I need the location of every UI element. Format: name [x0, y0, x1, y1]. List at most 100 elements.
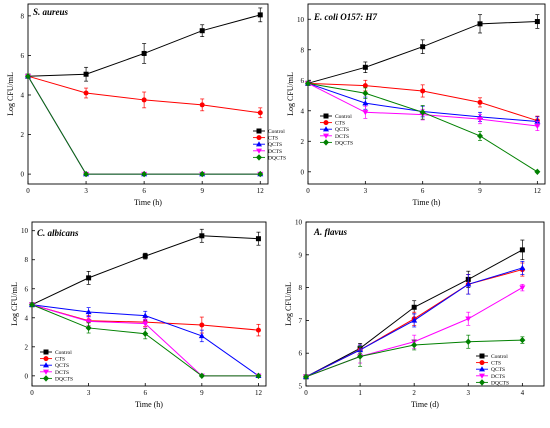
data-point — [362, 83, 368, 89]
y-tick-label: 10 — [295, 219, 303, 227]
legend-swatch-marker — [323, 113, 329, 119]
legend-swatch-marker — [479, 360, 485, 366]
data-point — [411, 317, 418, 323]
y-tick-label: 7 — [299, 317, 303, 325]
legend-label: Control — [335, 114, 352, 120]
x-tick-label: 6 — [143, 389, 147, 397]
legend-swatch-marker — [479, 353, 485, 359]
data-point — [199, 233, 205, 239]
y-tick-label: 0 — [25, 372, 29, 380]
data-point — [362, 64, 368, 70]
series-cts — [25, 73, 263, 119]
data-point — [25, 72, 31, 80]
data-point — [141, 97, 147, 103]
legend-label: CTS — [491, 361, 501, 367]
y-tick-label: 9 — [299, 251, 303, 259]
data-point — [534, 118, 541, 124]
data-point — [86, 275, 92, 281]
data-point — [83, 90, 89, 96]
data-point — [411, 341, 418, 349]
legend-label: Control — [491, 354, 508, 360]
y-tick-label: 8 — [21, 12, 25, 20]
legend-swatch-marker — [323, 120, 329, 126]
data-point — [362, 110, 369, 116]
legend-label: CTS — [268, 136, 278, 142]
legend-swatch-marker — [479, 379, 485, 386]
plot-frame — [27, 3, 269, 185]
legend-swatch-marker — [323, 133, 329, 139]
data-point — [477, 132, 484, 140]
data-point — [465, 316, 472, 322]
data-point — [257, 110, 263, 116]
legend-swatch-marker — [256, 135, 262, 141]
legend-label: QCTS — [491, 367, 505, 373]
series-dcts — [25, 73, 264, 178]
legend-label: Control — [268, 129, 285, 135]
x-tick-label: 1 — [358, 389, 362, 397]
plot-frame — [31, 221, 267, 387]
y-axis-title: Log CFU/mL — [286, 72, 295, 116]
data-point — [199, 102, 205, 108]
data-point — [303, 373, 309, 381]
x-tick-label: 2 — [412, 389, 416, 397]
legend-swatch-marker — [43, 362, 49, 368]
series-line — [27, 75, 261, 175]
data-point — [199, 170, 206, 178]
data-point — [141, 170, 148, 178]
panel-c_albicans: 0 3 6 9 12 0 2 4 6 8 10 Time (h) Log CFU/mL C. albica… — [10, 221, 267, 409]
y-tick-label: 8 — [301, 46, 305, 54]
data-point — [199, 322, 205, 328]
data-point — [142, 330, 149, 337]
data-point — [257, 170, 264, 178]
data-point — [519, 247, 525, 253]
plot-frame — [305, 221, 545, 387]
x-axis-title: Time (h) — [134, 198, 162, 207]
series-dqcts — [305, 80, 541, 175]
data-point — [83, 170, 90, 178]
panel-s_aureus: 0 3 6 9 12 0 2 4 6 8 Time (h) Log CFU/mL S. aureus Co… — [6, 3, 286, 207]
data-point — [534, 19, 540, 25]
data-point — [141, 50, 147, 56]
legend-swatch-marker — [43, 369, 49, 375]
series-line — [31, 235, 259, 306]
legend-label: DCTS — [491, 374, 505, 380]
y-axis-title: Log CFU/mL — [284, 282, 293, 326]
series-line — [27, 75, 261, 175]
legend-label: QCTS — [55, 363, 69, 369]
x-tick-label: 12 — [257, 187, 265, 195]
y-tick-label: 2 — [25, 343, 29, 351]
legend-label: DQCTS — [55, 376, 73, 382]
y-tick-label: 0 — [301, 168, 305, 176]
series-qcts — [25, 73, 264, 177]
data-point — [362, 90, 369, 97]
x-tick-label: 3 — [87, 389, 91, 397]
y-tick-label: 4 — [301, 107, 305, 115]
data-point — [465, 338, 472, 345]
data-point — [477, 99, 483, 105]
x-tick-label: 3 — [467, 389, 471, 397]
legend-label: DQCTS — [268, 155, 286, 161]
data-point — [420, 44, 426, 50]
legend-label: DQCTS — [491, 380, 509, 386]
legend-swatch-marker — [256, 141, 262, 147]
legend-swatch-marker — [43, 349, 49, 355]
panel-title: S. aureus — [33, 7, 69, 17]
data-point — [83, 71, 89, 77]
data-point — [85, 319, 92, 325]
data-point — [257, 12, 263, 18]
x-tick-label: 12 — [534, 187, 542, 195]
y-tick-label: 4 — [21, 91, 25, 99]
y-tick-label: 6 — [299, 350, 303, 358]
data-point — [85, 308, 92, 315]
legend-swatch-marker — [323, 139, 329, 146]
y-tick-label: 8 — [299, 284, 303, 292]
legend-swatch-marker — [323, 126, 329, 132]
legend-label: DCTS — [55, 370, 69, 376]
series-control — [29, 228, 261, 308]
legend-swatch-marker — [43, 356, 49, 362]
data-point — [465, 281, 472, 287]
